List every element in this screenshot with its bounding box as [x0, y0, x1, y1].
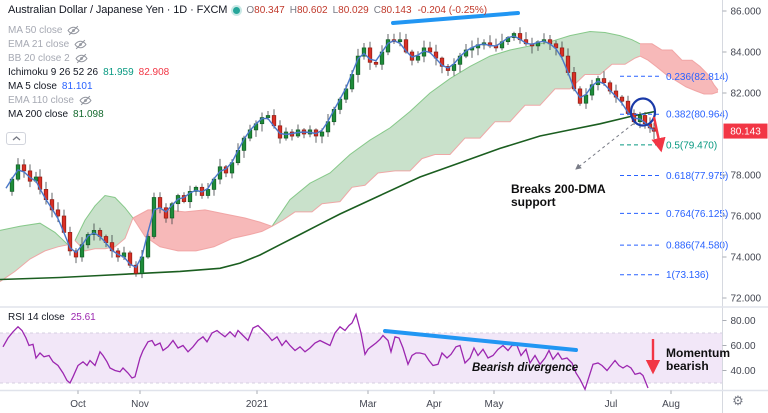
ichimoku-senkou-b-value: 82.908 [138, 66, 170, 78]
ma5-value: 81.101 [61, 80, 93, 92]
visibility-off-icon[interactable] [79, 95, 92, 106]
low-value: 80.029 [338, 4, 369, 16]
breakdown-circle [629, 97, 657, 127]
svg-text:Nov: Nov [131, 399, 149, 410]
legend-label: MA 50 close [8, 24, 63, 36]
svg-text:0.764(76.125): 0.764(76.125) [666, 209, 728, 220]
time-axis[interactable]: Oct Nov 2021 Mar Apr May Jul Aug [70, 390, 680, 411]
svg-text:60.00: 60.00 [731, 341, 756, 352]
gear-icon[interactable]: ⚙ [729, 392, 747, 410]
svg-text:74.000: 74.000 [731, 253, 762, 264]
high-label: H [289, 4, 297, 16]
chart-header: Australian Dollar / Japanese Yen · 1D · … [8, 4, 487, 16]
ma5-line [5, 35, 655, 269]
legend-label: BB 20 close 2 [8, 52, 70, 64]
legend-item-ichimoku[interactable]: Ichimoku 9 26 52 26 81.959 82.908 [8, 65, 169, 79]
market-status-icon [233, 6, 241, 14]
svg-text:Mar: Mar [359, 399, 377, 410]
legend-item-bb20[interactable]: BB 20 close 2 [8, 51, 169, 65]
legend-collapse-button[interactable] [6, 132, 26, 145]
user-drawings[interactable] [383, 11, 666, 375]
svg-text:84.000: 84.000 [731, 48, 762, 59]
high-value: 80.602 [296, 4, 328, 16]
rsi-axis[interactable]: 80.00 60.00 40.00 [722, 316, 756, 377]
svg-text:72.000: 72.000 [731, 294, 762, 305]
rsi-trendline [383, 329, 578, 352]
svg-text:Jul: Jul [605, 399, 618, 410]
svg-text:Apr: Apr [426, 399, 442, 410]
rsi-label: RSI 14 close [8, 312, 65, 323]
close-label: C [373, 4, 381, 16]
svg-text:0.382(80.964): 0.382(80.964) [666, 110, 728, 121]
svg-text:80.143: 80.143 [730, 127, 761, 138]
annotation-bearish-divergence[interactable]: Bearish divergence [472, 362, 578, 374]
svg-text:82.000: 82.000 [731, 89, 762, 100]
rsi-value: 25.61 [70, 312, 96, 323]
legend-item-ma50[interactable]: MA 50 close [8, 23, 169, 37]
rsi-line [2, 312, 649, 392]
indicator-legend: MA 50 close EMA 21 close BB 20 close 2 I… [8, 23, 169, 121]
annotation-text-line: bearish [666, 359, 709, 373]
legend-label: MA 200 close [8, 108, 69, 120]
callout-dashed-arrow [575, 123, 634, 170]
rsi-legend[interactable]: RSI 14 close 25.61 [8, 312, 96, 323]
change-value: -0.204 (-0.25%) [417, 4, 488, 16]
annotation-breaks-200dma[interactable]: Breaks 200-DMA support [511, 183, 606, 209]
legend-item-ema21[interactable]: EMA 21 close [8, 37, 169, 51]
legend-label: MA 5 close [8, 80, 57, 92]
svg-text:May: May [485, 399, 504, 410]
svg-text:Aug: Aug [662, 399, 680, 410]
legend-label: EMA 21 close [8, 38, 70, 50]
svg-text:2021: 2021 [246, 399, 269, 410]
open-value: 80.347 [254, 4, 285, 16]
annotation-momentum-bearish[interactable]: Momentum bearish [666, 347, 730, 373]
price-down-arrow [651, 116, 666, 153]
ma200-line [0, 110, 656, 281]
price-axis[interactable]: 86.000 84.000 82.000 78.000 76.000 74.000 72.0… [722, 7, 762, 305]
fib-retracement[interactable]: 0.236(82.814) 0.382(80.964) 0.5(79.470) 0.6… [620, 72, 728, 281]
annotation-text-line: Momentum [666, 346, 730, 360]
legend-item-ma200[interactable]: MA 200 close 81.098 [8, 107, 169, 121]
ichimoku-cloud [0, 30, 719, 283]
price-trendline [391, 11, 520, 25]
svg-text:80.00: 80.00 [731, 316, 756, 327]
svg-text:0.236(82.814): 0.236(82.814) [666, 72, 728, 83]
visibility-off-icon[interactable] [75, 53, 88, 64]
svg-text:78.000: 78.000 [731, 171, 762, 182]
annotation-text-line: support [511, 195, 556, 209]
legend-label: Ichimoku 9 26 52 26 [8, 66, 99, 78]
svg-text:Oct: Oct [70, 399, 86, 410]
legend-label: EMA 110 close [8, 94, 74, 106]
last-price-badge: 80.143 [723, 123, 768, 139]
symbol-title[interactable]: Australian Dollar / Japanese Yen · 1D · … [8, 4, 228, 16]
low-label: L [332, 4, 339, 16]
open-label: O [246, 4, 255, 16]
svg-text:0.618(77.975): 0.618(77.975) [666, 171, 728, 182]
ma200-value: 81.098 [73, 108, 104, 120]
ohlc-values: O80.347 H80.602 L80.029 C80.143 [246, 5, 411, 16]
visibility-off-icon[interactable] [67, 25, 81, 36]
svg-text:0.5(79.470): 0.5(79.470) [666, 140, 717, 151]
annotation-text-line: Breaks 200-DMA [511, 182, 606, 196]
legend-item-ma5[interactable]: MA 5 close 81.101 [8, 79, 169, 93]
visibility-off-icon[interactable] [74, 39, 87, 50]
svg-text:40.00: 40.00 [731, 366, 756, 377]
svg-text:0.886(74.580): 0.886(74.580) [666, 241, 728, 252]
svg-text:86.000: 86.000 [731, 7, 762, 18]
svg-text:76.000: 76.000 [731, 212, 762, 223]
close-value: 80.143 [380, 4, 412, 16]
ichimoku-senkou-a-value: 81.959 [103, 66, 134, 78]
annotation-text-line: Bearish divergence [472, 362, 579, 374]
legend-item-ema110[interactable]: EMA 110 close [8, 93, 169, 107]
rsi-pane [0, 312, 722, 392]
svg-text:1(73.136): 1(73.136) [666, 270, 709, 281]
